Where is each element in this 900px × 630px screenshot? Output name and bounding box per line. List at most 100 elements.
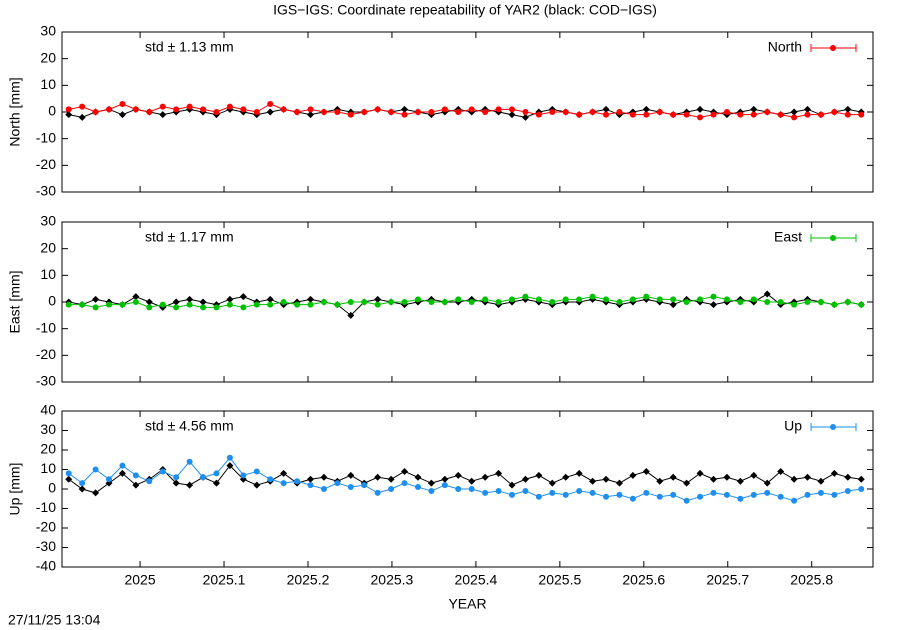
data-point: [132, 481, 140, 489]
data-point: [804, 299, 811, 305]
data-point: [307, 301, 314, 308]
data-point: [132, 472, 139, 479]
data-point: [495, 106, 502, 113]
data-point: [549, 109, 556, 115]
data-point: [280, 106, 287, 113]
data-point: [65, 106, 72, 113]
data-point: [119, 301, 126, 308]
data-point: [455, 109, 462, 115]
data-point: [253, 468, 260, 475]
data-point: [844, 487, 851, 494]
data-point: [763, 479, 771, 487]
data-point: [844, 473, 852, 481]
y-tick-label: 10: [40, 460, 56, 476]
data-point: [750, 105, 758, 113]
data-point: [576, 111, 583, 118]
data-point: [92, 109, 99, 115]
data-point: [764, 109, 771, 115]
data-point: [65, 301, 72, 308]
data-point: [414, 473, 422, 481]
data-point: [388, 299, 395, 305]
data-point: [347, 111, 354, 118]
plot-frame: [61, 31, 874, 193]
data-point: [428, 487, 435, 494]
data-point: [575, 469, 583, 477]
data-point: [562, 296, 569, 303]
data-point: [455, 296, 462, 303]
x-tick-label: 2025: [124, 572, 155, 588]
data-point: [791, 114, 798, 121]
data-point: [240, 106, 247, 113]
x-tick-label: 2025.7: [706, 572, 749, 588]
y-tick-label: 40: [40, 402, 56, 418]
data-point: [670, 296, 677, 303]
data-point: [427, 479, 435, 487]
data-point: [790, 475, 798, 483]
data-point: [697, 296, 704, 303]
data-point: [468, 486, 475, 492]
data-point: [159, 468, 166, 475]
y-tick-label: 20: [40, 441, 56, 457]
data-point: [670, 111, 677, 118]
data-point: [428, 299, 435, 305]
data-point: [857, 475, 865, 483]
data-point: [320, 299, 327, 305]
x-tick-label: 2025.6: [622, 572, 665, 588]
data-point: [777, 467, 785, 475]
data-point: [656, 493, 663, 500]
data-point: [132, 299, 139, 305]
data-point: [602, 105, 610, 113]
y-tick-label: 30: [40, 213, 56, 229]
data-point: [629, 495, 636, 502]
data-point: [576, 296, 583, 303]
data-point: [562, 491, 569, 498]
data-point: [267, 301, 274, 308]
data-point: [200, 474, 207, 481]
data-point: [562, 109, 569, 115]
data-point: [549, 489, 556, 496]
data-point: [830, 469, 838, 477]
data-point: [791, 497, 798, 504]
y-tick-label: 10: [40, 266, 56, 282]
data-point: [696, 469, 704, 477]
data-point: [831, 301, 838, 308]
y-tick-label: 0: [48, 293, 56, 309]
data-point: [697, 114, 704, 121]
y-tick-label: 30: [40, 23, 56, 39]
data-point: [253, 301, 260, 308]
data-point: [683, 497, 690, 504]
data-point: [831, 109, 838, 115]
y-tick-label: -20: [36, 519, 56, 535]
data-point: [804, 473, 812, 481]
data-point: [723, 296, 730, 303]
data-point: [669, 301, 677, 309]
data-point: [709, 475, 717, 483]
data-point: [669, 473, 677, 481]
data-point: [172, 479, 180, 487]
data-point: [388, 109, 395, 115]
data-point: [589, 293, 596, 300]
data-point: [723, 491, 730, 498]
data-point: [401, 299, 408, 305]
data-point: [817, 477, 825, 485]
data-point: [79, 301, 86, 308]
data-point: [307, 475, 315, 483]
data-point: [670, 491, 677, 498]
data-point: [602, 475, 610, 483]
data-point: [266, 108, 274, 116]
data-point: [710, 293, 717, 300]
data-point: [817, 111, 824, 118]
y-tick-label: -10: [36, 129, 56, 145]
y-tick-label: -30: [36, 373, 56, 389]
data-point: [334, 480, 341, 487]
data-point: [710, 111, 717, 118]
data-point: [106, 476, 113, 483]
data-point: [709, 301, 717, 309]
data-point: [764, 489, 771, 496]
data-point: [78, 113, 86, 121]
data-point: [589, 109, 596, 115]
data-point: [468, 106, 475, 113]
data-point: [239, 293, 247, 301]
y-tick-label: 0: [48, 103, 56, 119]
data-point: [844, 299, 851, 305]
